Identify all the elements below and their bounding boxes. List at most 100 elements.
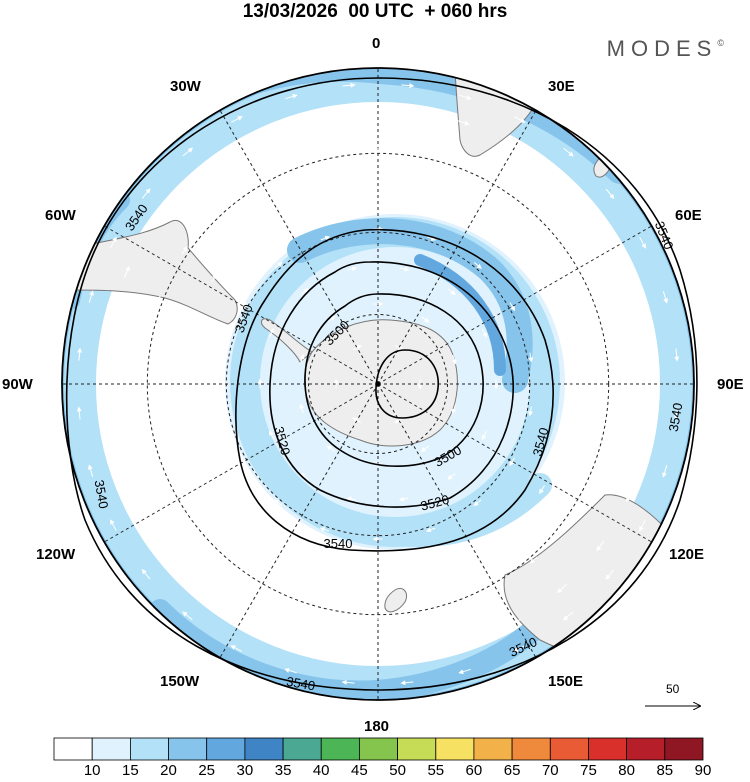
wind-vector (222, 351, 228, 362)
meridian-label-120e: 120E (669, 546, 705, 563)
colorbar-bin (549, 737, 589, 761)
colorbar-bin (473, 737, 513, 761)
colorbar-tick-label: 60 (465, 762, 483, 779)
wind-vector (425, 527, 436, 533)
wind-vector (509, 457, 515, 467)
map-boundary (61, 67, 695, 701)
contour-label: 3540 (530, 426, 552, 458)
wind-vector (562, 611, 574, 621)
contour-label: 3520 (271, 425, 293, 457)
wind-vector (482, 589, 492, 595)
wind-vector (453, 559, 464, 564)
wind-vector (528, 352, 534, 363)
wind-vector (211, 273, 217, 283)
wind-vector (76, 406, 82, 420)
wind-vector (110, 236, 117, 249)
meridian-label-90w: 90W (2, 376, 33, 393)
colorbar-bin (244, 737, 284, 761)
wind-vector (473, 262, 482, 269)
wind-vector (482, 173, 493, 179)
wind-vector (342, 82, 356, 88)
wind-vector (142, 406, 148, 417)
meridian-label-0: 0 (372, 35, 381, 52)
wind-vector (595, 462, 600, 473)
meridian-label-30e: 30E (548, 78, 575, 95)
meridian-label-90e: 90E (717, 376, 744, 393)
colorbar-bin (53, 737, 93, 761)
wind-vector (287, 119, 300, 125)
wind-vector (568, 246, 575, 256)
wind-vector (327, 316, 336, 323)
wind-vector (605, 569, 615, 580)
wind-vector (230, 645, 243, 652)
wind-vector (673, 407, 679, 421)
wind-vector (400, 108, 414, 114)
wind-vector (644, 320, 650, 334)
wind-vector (451, 404, 457, 414)
meridian-line (377, 110, 537, 385)
wind-vector (300, 288, 309, 295)
wind-vector (346, 496, 357, 502)
wind-vector (401, 83, 415, 89)
wind-vector (188, 323, 194, 334)
wind-vector (141, 568, 151, 580)
contour-3540-outer (65, 77, 698, 691)
wind-vector (142, 350, 148, 361)
colorbar-tick-label: 75 (580, 762, 597, 779)
latitude-circle (307, 313, 449, 455)
meridian-line (377, 225, 652, 385)
wind-vector (539, 274, 546, 284)
wind-vector (556, 584, 567, 594)
wind-vector (426, 236, 437, 241)
wind-vector (596, 217, 605, 229)
wind-vector (123, 265, 130, 278)
wind-vector (344, 574, 355, 580)
wind-vector (343, 107, 357, 113)
wind-vector (394, 344, 404, 351)
meridian-line (219, 110, 379, 385)
colorbar-bin (282, 737, 322, 761)
colorbar-tick-label: 85 (656, 762, 674, 779)
wind-vector (347, 266, 358, 272)
wind-vector (246, 233, 255, 240)
colorbar-tick-label: 25 (198, 762, 216, 779)
wind-vector (513, 116, 526, 123)
colorbar-tick-label: 15 (122, 762, 139, 779)
colorbar-tick-label: 10 (83, 762, 101, 779)
wind-vector (528, 406, 534, 417)
colorbar-tick-label: 80 (618, 762, 635, 779)
wind-vector (284, 668, 297, 674)
meridian-line (219, 383, 379, 658)
wind-vector (421, 316, 430, 323)
wind-vector (317, 153, 328, 159)
wind-vector (246, 527, 255, 535)
wind-vector (662, 465, 668, 478)
reference-vector-label: 50 (666, 682, 680, 696)
wind-vector (88, 290, 94, 303)
meridian-label-60w: 60W (45, 207, 76, 224)
wind-vector (269, 430, 275, 440)
wind-vector (218, 556, 226, 564)
wind-vector (107, 320, 112, 333)
meridian-label-150w: 150W (160, 673, 200, 690)
wind-vector (459, 94, 472, 100)
wind-vector (342, 654, 356, 660)
wind-vector (429, 153, 440, 159)
wind-vector (319, 527, 330, 532)
colorbar-tick-label: 65 (503, 762, 521, 779)
meridian-label-150e: 150E (548, 673, 584, 690)
wind-vector (458, 668, 471, 675)
wind-vector (274, 499, 283, 506)
wind-vector (285, 93, 298, 100)
wind-vector (345, 188, 356, 194)
wind-vector (141, 188, 151, 199)
meridian-label-60e: 60E (675, 207, 702, 224)
wind-vector (451, 354, 457, 365)
colorbar-bin (397, 737, 437, 761)
wind-vector (539, 485, 545, 495)
wind-vector (501, 233, 510, 241)
contour-label: 3540 (666, 402, 686, 433)
wind-vector (401, 188, 412, 194)
wind-vector (182, 611, 193, 621)
meridian-label-120w: 120W (36, 546, 76, 563)
